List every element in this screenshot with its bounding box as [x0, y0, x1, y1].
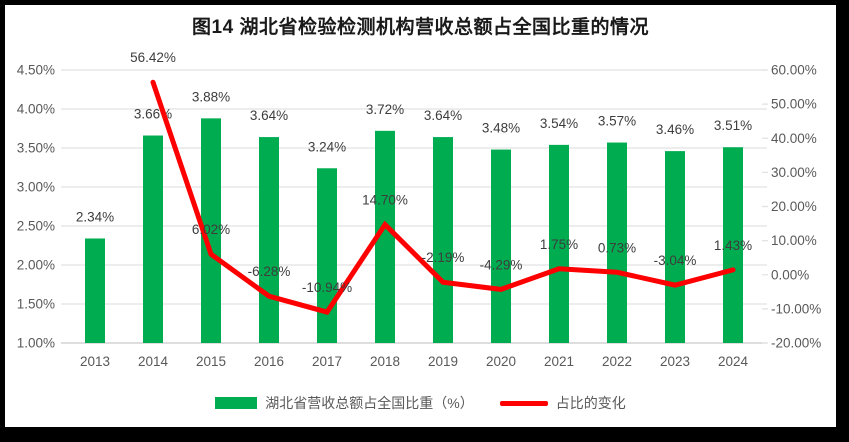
- x-tick-label-2020: 2020: [486, 354, 516, 369]
- bar-2015: [201, 118, 221, 343]
- line-label-2022: 0.73%: [598, 240, 636, 255]
- bar-label-2022: 3.57%: [598, 114, 636, 129]
- line-label-2020: -4.29%: [480, 257, 523, 272]
- bar-label-2021: 3.54%: [540, 116, 578, 131]
- bar-2020: [491, 149, 511, 343]
- bar-2016: [259, 137, 279, 343]
- y-tick-label-left: 2.50%: [17, 219, 55, 234]
- bar-2014: [143, 135, 163, 343]
- bar-2023: [665, 151, 685, 343]
- line-series-swatch: [499, 400, 548, 406]
- x-tick-label-2015: 2015: [196, 354, 226, 369]
- line-series-label: 占比的变化: [555, 395, 626, 411]
- line-label-2017: -10.94%: [302, 280, 352, 295]
- bar-label-2017: 3.24%: [308, 139, 346, 154]
- bar-2021: [549, 144, 569, 343]
- line-label-2018: 14.70%: [362, 193, 408, 208]
- x-tick-label-2014: 2014: [138, 354, 169, 369]
- x-tick-label-2021: 2021: [544, 354, 574, 369]
- line-label-2023: -3.04%: [654, 253, 697, 268]
- bar-label-2016: 3.64%: [250, 108, 288, 123]
- bar-2018: [375, 130, 395, 343]
- bar-series-label: 湖北省营收总额占全国比重（%）: [265, 395, 474, 411]
- chart-area: 4.50% 4.00% 3.50% 3.00% 2.50% 2.00% 1.50% 1.00%…: [5, 5, 836, 427]
- chart-title: 图14 湖北省检验检测机构营收总额占全国比重的情况: [192, 17, 649, 38]
- y-tick-label-left: 2.00%: [17, 258, 55, 273]
- x-tick-label-2017: 2017: [312, 354, 342, 369]
- y-tick-label-left: 3.50%: [17, 141, 55, 156]
- x-tick-label-2023: 2023: [660, 354, 690, 369]
- line-label-2015: 6.02%: [192, 222, 230, 237]
- line-label-2019: -2.19%: [422, 250, 465, 265]
- bar-label-2019: 3.64%: [424, 108, 462, 123]
- bar-2022: [607, 142, 627, 343]
- y-tick-label-left: 3.00%: [17, 180, 55, 195]
- line-label-2024: 1.43%: [714, 238, 752, 253]
- bar-label-2015: 3.88%: [192, 89, 230, 104]
- bar-label-2020: 3.48%: [482, 121, 520, 136]
- bar-2024: [723, 147, 743, 343]
- y-tick-label-left: 1.50%: [17, 297, 55, 312]
- y-tick-label-left: 4.00%: [17, 102, 55, 117]
- legend-item-line-series: 占比的变化: [499, 393, 626, 413]
- legend-item-bar-series: 湖北省营收总额占全国比重（%）: [215, 393, 474, 413]
- bar-series-swatch: [215, 397, 258, 409]
- bar-label-2024: 3.51%: [714, 118, 752, 133]
- bar-label-2018: 3.72%: [366, 102, 404, 117]
- line-label-2021: 1.75%: [540, 237, 578, 252]
- y-tick-label-right: 10.00%: [771, 233, 817, 248]
- x-tick-label-2024: 2024: [718, 354, 749, 369]
- bar-label-2013: 2.34%: [76, 209, 114, 224]
- bar-2013: [85, 238, 105, 343]
- x-tick-label-2022: 2022: [602, 354, 632, 369]
- line-label-2014: 56.42%: [130, 50, 176, 65]
- change-line: [150, 79, 736, 315]
- y-tick-label-right: 0.00%: [771, 267, 809, 282]
- y-tick-label-left: 1.00%: [17, 336, 55, 351]
- x-tick-label-2016: 2016: [254, 354, 284, 369]
- x-tick-label-2019: 2019: [428, 354, 458, 369]
- y-tick-label-right: 30.00%: [771, 165, 817, 180]
- bar-label-2023: 3.46%: [656, 122, 694, 137]
- y-tick-label-right: 20.00%: [771, 199, 817, 214]
- x-tick-label-2013: 2013: [80, 354, 110, 369]
- legend: 湖北省营收总额占全国比重（%） 占比的变化: [5, 393, 836, 413]
- y-tick-label-right: -20.00%: [771, 336, 821, 351]
- line-label-2016: -6.28%: [248, 264, 291, 279]
- y-tick-label-right: -10.00%: [771, 301, 821, 316]
- x-tick-label-2018: 2018: [370, 354, 400, 369]
- bar-2017: [317, 168, 337, 343]
- bar-2019: [433, 137, 453, 343]
- y-tick-label-right: 60.00%: [771, 63, 817, 78]
- chart-plot: 4.50% 4.00% 3.50% 3.00% 2.50% 2.00% 1.50% 1.00%…: [17, 50, 822, 369]
- y-tick-label-right: 50.00%: [771, 97, 817, 112]
- y-tick-label-right: 40.00%: [771, 131, 817, 146]
- y-tick-label-left: 4.50%: [17, 63, 55, 78]
